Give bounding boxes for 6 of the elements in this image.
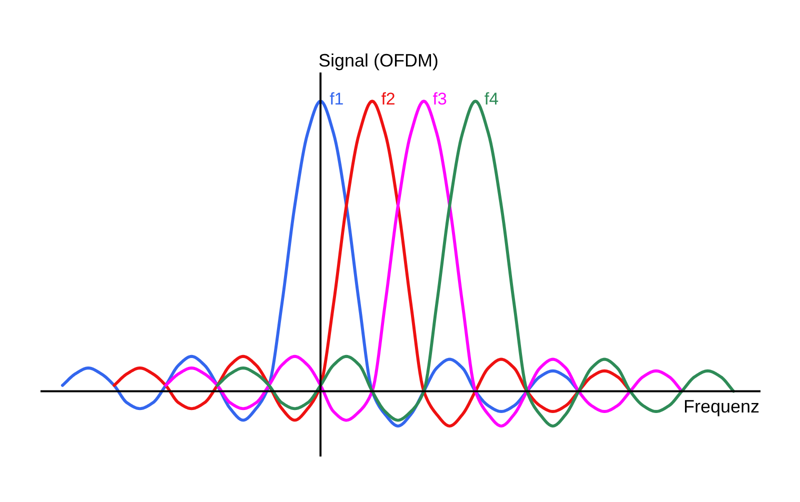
y-axis-title: Signal (OFDM)	[318, 50, 439, 70]
series-label: f1	[330, 90, 344, 109]
x-axis-title: Frequenz	[683, 396, 760, 416]
series-label: f2	[381, 90, 396, 109]
series-label: f4	[484, 90, 499, 109]
series-label: f3	[432, 90, 447, 109]
